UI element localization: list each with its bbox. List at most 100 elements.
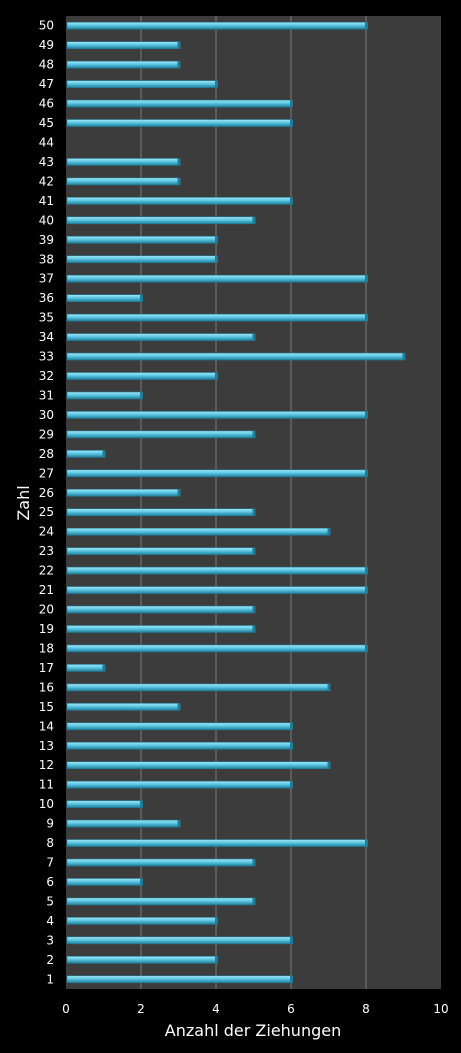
x-tick-label: 10	[433, 1002, 448, 1016]
bar	[66, 430, 256, 439]
bar	[66, 741, 293, 750]
y-tick-label: 36	[39, 291, 54, 305]
bar	[66, 177, 181, 186]
y-tick-label: 29	[39, 427, 54, 441]
y-tick-label: 23	[39, 544, 54, 558]
bar	[66, 274, 368, 283]
y-tick-labels: 1234567891011121314151617181920212223242…	[39, 19, 54, 987]
bar	[66, 469, 368, 478]
y-tick-label: 45	[39, 116, 54, 130]
bar	[66, 119, 293, 127]
bar	[66, 917, 218, 925]
y-tick-label: 9	[46, 817, 54, 831]
y-tick-label: 4	[46, 914, 54, 928]
y-tick-label: 2	[46, 953, 54, 967]
y-tick-label: 6	[46, 875, 54, 889]
bar	[66, 761, 331, 770]
bar	[66, 80, 218, 88]
y-tick-label: 7	[46, 856, 54, 870]
y-tick-label: 15	[39, 700, 54, 714]
bars	[66, 21, 406, 984]
x-tick-label: 8	[362, 1002, 370, 1016]
bar	[66, 858, 256, 867]
y-tick-label: 24	[39, 525, 54, 539]
y-tick-label: 19	[39, 622, 54, 636]
y-tick-label: 13	[39, 739, 54, 753]
bar	[66, 644, 368, 653]
y-tick-label: 22	[39, 564, 54, 578]
y-tick-label: 20	[39, 603, 54, 617]
y-tick-label: 31	[39, 388, 54, 402]
y-tick-label: 10	[39, 797, 54, 811]
x-tick-labels: 0 2 4 6 8 10	[62, 1002, 448, 1016]
x-tick-label: 0	[62, 1002, 70, 1016]
y-tick-label: 17	[39, 661, 54, 675]
bar	[66, 975, 293, 984]
bar	[66, 450, 106, 458]
y-tick-label: 28	[39, 447, 54, 461]
bar	[66, 411, 368, 419]
y-tick-label: 26	[39, 486, 54, 500]
y-tick-label: 1	[46, 972, 54, 986]
bar	[66, 197, 293, 205]
bar	[66, 897, 256, 906]
x-tick-label: 2	[137, 1002, 145, 1016]
bar	[66, 216, 256, 225]
bar	[66, 372, 218, 380]
bar	[66, 703, 181, 711]
x-tick-label: 6	[287, 1002, 295, 1016]
y-tick-label: 43	[39, 155, 54, 169]
bar	[66, 936, 293, 945]
bar	[66, 391, 143, 400]
y-tick-label: 48	[39, 58, 54, 72]
bar	[66, 566, 368, 575]
bar	[66, 60, 181, 69]
bar	[66, 625, 256, 633]
y-tick-label: 8	[46, 836, 54, 850]
y-tick-label: 27	[39, 466, 54, 480]
bar	[66, 99, 293, 108]
y-tick-label: 41	[39, 194, 54, 208]
y-tick-label: 21	[39, 583, 54, 597]
bar	[66, 664, 106, 672]
bar	[66, 294, 143, 302]
y-tick-label: 38	[39, 252, 54, 266]
y-tick-label: 37	[39, 272, 54, 286]
y-tick-label: 47	[39, 77, 54, 91]
y-tick-label: 32	[39, 369, 54, 383]
bar	[66, 586, 368, 594]
bar	[66, 878, 143, 886]
y-tick-label: 33	[39, 350, 54, 364]
bar	[66, 780, 293, 789]
bar	[66, 527, 331, 536]
bar	[66, 547, 256, 555]
y-tick-label: 3	[46, 933, 54, 947]
y-tick-label: 35	[39, 311, 54, 325]
x-tick-label: 4	[212, 1002, 220, 1016]
bar	[66, 605, 256, 614]
bar	[66, 488, 181, 497]
y-tick-label: 49	[39, 38, 54, 52]
bar	[66, 255, 218, 264]
bar	[66, 41, 181, 49]
bar	[66, 313, 368, 322]
bar	[66, 683, 331, 692]
bar	[66, 333, 256, 341]
bar	[66, 352, 406, 361]
y-tick-label: 30	[39, 408, 54, 422]
bar	[66, 508, 256, 517]
bar	[66, 722, 293, 731]
y-tick-label: 34	[39, 330, 54, 344]
y-tick-label: 25	[39, 505, 54, 519]
bar	[66, 956, 218, 964]
bar	[66, 839, 368, 847]
y-tick-label: 16	[39, 680, 54, 694]
y-tick-label: 14	[39, 719, 54, 733]
bar	[66, 800, 143, 808]
y-tick-label: 40	[39, 213, 54, 227]
y-tick-label: 18	[39, 641, 54, 655]
y-tick-label: 12	[39, 758, 54, 772]
y-tick-label: 42	[39, 174, 54, 188]
y-axis-title: Zahl	[14, 485, 33, 520]
